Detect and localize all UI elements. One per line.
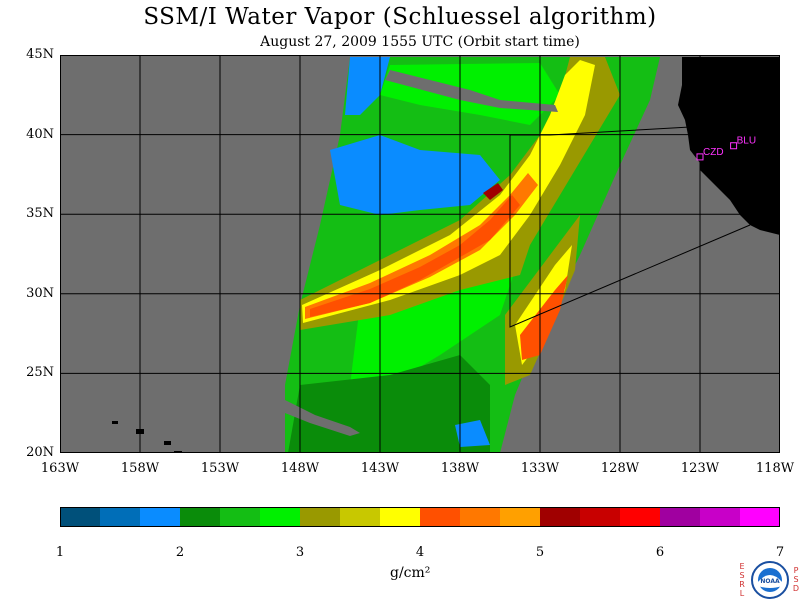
colorbar-tick-label: 3 xyxy=(295,545,305,560)
latitude-label: 35N xyxy=(26,206,54,222)
longitude-label: 143W xyxy=(360,461,400,476)
vapor-branch-orange-south xyxy=(520,275,568,360)
land-north-america xyxy=(678,57,780,235)
colorbar-tick-label: 6 xyxy=(655,545,665,560)
longitude-label: 153W xyxy=(200,461,240,476)
lat-lon-grid xyxy=(60,55,780,453)
colorbar-tick-label: 1 xyxy=(55,545,65,560)
swath-gap-south xyxy=(285,400,360,436)
noaa-emblem-icon: NOAA xyxy=(751,561,789,599)
colorbar-segment xyxy=(380,507,421,527)
latitude-label: 30N xyxy=(26,285,54,301)
station-label: BLU xyxy=(737,136,756,147)
colorbar-tick-label: 2 xyxy=(175,545,185,560)
vapor-region-blue-small xyxy=(455,420,490,447)
vapor-peak-darkred xyxy=(483,183,503,200)
map-title: SSM/I Water Vapor (Schluessel algorithm) xyxy=(143,4,657,30)
station-marker xyxy=(696,153,704,161)
colorbar-segment xyxy=(60,507,101,527)
colorbar-segment xyxy=(260,507,301,527)
vapor-region-light-green-south xyxy=(350,255,520,385)
analysis-box xyxy=(509,135,751,328)
colorbar xyxy=(60,507,780,527)
colorbar-segment xyxy=(620,507,661,527)
station-marker xyxy=(730,142,738,150)
units-label: g/cm² xyxy=(390,565,430,581)
longitude-label: 158W xyxy=(120,461,160,476)
colorbar-segment xyxy=(420,507,461,527)
logo-name: NOAA xyxy=(760,578,780,585)
colorbar-segment xyxy=(460,507,501,527)
colorbar-segment xyxy=(580,507,621,527)
latitude-label: 40N xyxy=(26,126,54,142)
colorbar-tick-label: 7 xyxy=(775,545,785,560)
island-1 xyxy=(112,421,118,424)
analysis-box-top xyxy=(510,126,691,136)
latitude-label: 45N xyxy=(26,47,54,62)
station-markers: CZD BLU xyxy=(696,136,756,161)
longitude-label: 163W xyxy=(40,461,80,476)
map-border xyxy=(60,55,780,453)
colorbar-border xyxy=(60,507,780,527)
colorbar-segment xyxy=(500,507,541,527)
longitude-label: 133W xyxy=(520,461,560,476)
colorbar-segment xyxy=(220,507,261,527)
vapor-band-red-orange xyxy=(310,195,520,317)
swath-gap-north xyxy=(385,70,558,112)
longitude-label: 128W xyxy=(600,461,640,476)
colorbar-tick-label: 5 xyxy=(535,545,545,560)
longitude-label: 148W xyxy=(280,461,320,476)
colorbar-segment xyxy=(340,507,381,527)
map-subtitle: August 27, 2009 1555 UTC (Orbit start ti… xyxy=(260,34,580,50)
longitude-label: 138W xyxy=(440,461,480,476)
colorbar-tick-label: 4 xyxy=(415,545,425,560)
colorbar-segment xyxy=(700,507,741,527)
colorbar-segment xyxy=(540,507,581,527)
colorbar-segment xyxy=(660,507,701,527)
colorbar-segment xyxy=(300,507,341,527)
vapor-band-yellow xyxy=(302,60,595,323)
latitude-label: 25N xyxy=(26,365,54,381)
colorbar-segment xyxy=(740,507,780,527)
station-label: CZD xyxy=(703,147,724,158)
colorbar-segment xyxy=(180,507,221,527)
units-text: g/cm² xyxy=(390,565,431,581)
latitude-label: 20N xyxy=(26,445,54,460)
colorbar-segment xyxy=(140,507,181,527)
vapor-region-blue-central xyxy=(330,135,500,215)
island-3 xyxy=(164,441,171,445)
water-vapor-map: CZD BLU xyxy=(60,55,780,453)
longitude-label: 118W xyxy=(755,461,795,476)
longitude-label: 123W xyxy=(680,461,720,476)
colorbar-segment xyxy=(100,507,141,527)
vapor-region-blue-north xyxy=(345,57,390,115)
